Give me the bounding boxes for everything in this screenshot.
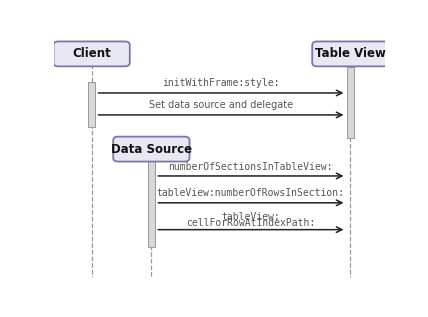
FancyBboxPatch shape: [54, 42, 130, 66]
Text: Table View: Table View: [315, 48, 386, 61]
Bar: [347, 67, 354, 138]
Bar: [88, 82, 95, 127]
Text: Client: Client: [72, 48, 111, 61]
Text: Data Source: Data Source: [111, 143, 192, 156]
FancyBboxPatch shape: [312, 42, 389, 66]
Text: Set data source and delegate: Set data source and delegate: [149, 100, 293, 110]
Text: cellForRowAtIndexPath:: cellForRowAtIndexPath:: [186, 218, 315, 229]
Bar: [148, 161, 155, 247]
Text: initWithFrame:style:: initWithFrame:style:: [162, 78, 280, 87]
Text: tableView:: tableView:: [221, 211, 280, 222]
Text: numberOfSectionsInTableView:: numberOfSectionsInTableView:: [169, 162, 333, 171]
FancyBboxPatch shape: [113, 137, 190, 162]
Text: tableView:numberOfRowsInSection:: tableView:numberOfRowsInSection:: [157, 188, 345, 198]
